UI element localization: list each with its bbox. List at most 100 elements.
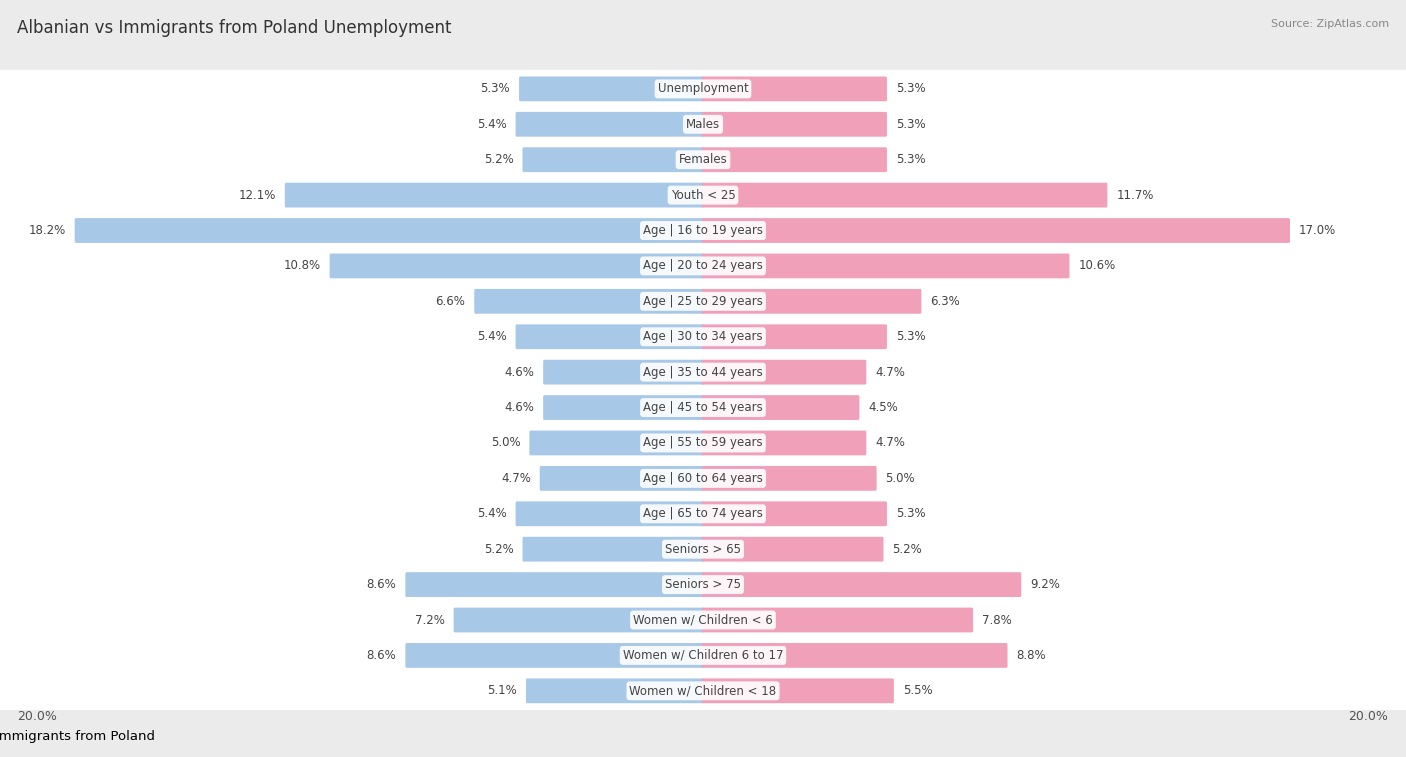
FancyBboxPatch shape xyxy=(702,466,876,491)
Text: 8.6%: 8.6% xyxy=(367,578,396,591)
Text: 5.0%: 5.0% xyxy=(491,437,520,450)
FancyBboxPatch shape xyxy=(0,318,1406,356)
Text: Age | 45 to 54 years: Age | 45 to 54 years xyxy=(643,401,763,414)
Text: Youth < 25: Youth < 25 xyxy=(671,188,735,201)
FancyBboxPatch shape xyxy=(702,289,921,313)
FancyBboxPatch shape xyxy=(543,360,704,385)
FancyBboxPatch shape xyxy=(0,141,1406,179)
Text: 4.6%: 4.6% xyxy=(505,366,534,378)
FancyBboxPatch shape xyxy=(0,176,1406,214)
Text: 17.0%: 17.0% xyxy=(1299,224,1336,237)
FancyBboxPatch shape xyxy=(474,289,704,313)
Text: 5.3%: 5.3% xyxy=(896,507,925,520)
Text: 7.8%: 7.8% xyxy=(981,613,1012,627)
FancyBboxPatch shape xyxy=(0,671,1406,710)
FancyBboxPatch shape xyxy=(519,76,704,101)
Text: Females: Females xyxy=(679,153,727,167)
Text: 4.7%: 4.7% xyxy=(875,366,905,378)
Text: 5.0%: 5.0% xyxy=(886,472,915,485)
FancyBboxPatch shape xyxy=(0,388,1406,427)
Text: Age | 16 to 19 years: Age | 16 to 19 years xyxy=(643,224,763,237)
Text: Age | 35 to 44 years: Age | 35 to 44 years xyxy=(643,366,763,378)
FancyBboxPatch shape xyxy=(0,247,1406,285)
FancyBboxPatch shape xyxy=(0,424,1406,462)
Text: 5.3%: 5.3% xyxy=(896,83,925,95)
FancyBboxPatch shape xyxy=(0,353,1406,391)
FancyBboxPatch shape xyxy=(0,211,1406,250)
FancyBboxPatch shape xyxy=(702,431,866,456)
Text: 5.5%: 5.5% xyxy=(903,684,932,697)
Text: Seniors > 65: Seniors > 65 xyxy=(665,543,741,556)
Text: 5.3%: 5.3% xyxy=(896,118,925,131)
FancyBboxPatch shape xyxy=(0,105,1406,143)
Text: Source: ZipAtlas.com: Source: ZipAtlas.com xyxy=(1271,19,1389,29)
Text: 6.6%: 6.6% xyxy=(436,294,465,308)
Text: 20.0%: 20.0% xyxy=(1348,710,1389,723)
FancyBboxPatch shape xyxy=(0,601,1406,639)
FancyBboxPatch shape xyxy=(405,572,704,597)
Text: Women w/ Children 6 to 17: Women w/ Children 6 to 17 xyxy=(623,649,783,662)
Legend: Albanian, Immigrants from Poland: Albanian, Immigrants from Poland xyxy=(0,724,160,749)
Text: 12.1%: 12.1% xyxy=(239,188,276,201)
Text: Age | 65 to 74 years: Age | 65 to 74 years xyxy=(643,507,763,520)
FancyBboxPatch shape xyxy=(0,565,1406,604)
Text: Males: Males xyxy=(686,118,720,131)
FancyBboxPatch shape xyxy=(543,395,704,420)
Text: 4.5%: 4.5% xyxy=(869,401,898,414)
Text: 20.0%: 20.0% xyxy=(17,710,58,723)
FancyBboxPatch shape xyxy=(702,643,1008,668)
FancyBboxPatch shape xyxy=(702,678,894,703)
Text: Age | 30 to 34 years: Age | 30 to 34 years xyxy=(643,330,763,343)
FancyBboxPatch shape xyxy=(540,466,704,491)
Text: 10.6%: 10.6% xyxy=(1078,260,1116,273)
Text: 10.8%: 10.8% xyxy=(284,260,321,273)
FancyBboxPatch shape xyxy=(454,608,704,632)
FancyBboxPatch shape xyxy=(530,431,704,456)
Text: 6.3%: 6.3% xyxy=(931,294,960,308)
Text: 5.2%: 5.2% xyxy=(893,543,922,556)
Text: 5.3%: 5.3% xyxy=(896,153,925,167)
FancyBboxPatch shape xyxy=(516,324,704,349)
Text: Age | 60 to 64 years: Age | 60 to 64 years xyxy=(643,472,763,485)
Text: 5.1%: 5.1% xyxy=(488,684,517,697)
Text: Age | 55 to 59 years: Age | 55 to 59 years xyxy=(643,437,763,450)
Text: Women w/ Children < 6: Women w/ Children < 6 xyxy=(633,613,773,627)
Text: 5.3%: 5.3% xyxy=(896,330,925,343)
Text: 18.2%: 18.2% xyxy=(28,224,66,237)
FancyBboxPatch shape xyxy=(329,254,704,279)
Text: Albanian vs Immigrants from Poland Unemployment: Albanian vs Immigrants from Poland Unemp… xyxy=(17,19,451,37)
FancyBboxPatch shape xyxy=(702,182,1108,207)
FancyBboxPatch shape xyxy=(0,637,1406,674)
Text: 4.6%: 4.6% xyxy=(505,401,534,414)
FancyBboxPatch shape xyxy=(702,218,1289,243)
FancyBboxPatch shape xyxy=(702,537,883,562)
FancyBboxPatch shape xyxy=(523,148,704,172)
FancyBboxPatch shape xyxy=(0,70,1406,108)
FancyBboxPatch shape xyxy=(0,282,1406,320)
Text: Seniors > 75: Seniors > 75 xyxy=(665,578,741,591)
Text: Unemployment: Unemployment xyxy=(658,83,748,95)
Text: 8.6%: 8.6% xyxy=(367,649,396,662)
Text: 8.8%: 8.8% xyxy=(1017,649,1046,662)
Text: 4.7%: 4.7% xyxy=(875,437,905,450)
FancyBboxPatch shape xyxy=(702,608,973,632)
FancyBboxPatch shape xyxy=(0,459,1406,497)
FancyBboxPatch shape xyxy=(702,254,1070,279)
Text: 5.2%: 5.2% xyxy=(484,153,513,167)
FancyBboxPatch shape xyxy=(702,148,887,172)
FancyBboxPatch shape xyxy=(702,572,1021,597)
FancyBboxPatch shape xyxy=(405,643,704,668)
FancyBboxPatch shape xyxy=(702,360,866,385)
FancyBboxPatch shape xyxy=(0,530,1406,569)
FancyBboxPatch shape xyxy=(516,112,704,137)
Text: 5.3%: 5.3% xyxy=(481,83,510,95)
Text: 11.7%: 11.7% xyxy=(1116,188,1154,201)
Text: 5.2%: 5.2% xyxy=(484,543,513,556)
FancyBboxPatch shape xyxy=(516,501,704,526)
Text: 7.2%: 7.2% xyxy=(415,613,444,627)
Text: 9.2%: 9.2% xyxy=(1031,578,1060,591)
FancyBboxPatch shape xyxy=(702,501,887,526)
FancyBboxPatch shape xyxy=(702,112,887,137)
Text: Women w/ Children < 18: Women w/ Children < 18 xyxy=(630,684,776,697)
FancyBboxPatch shape xyxy=(75,218,704,243)
